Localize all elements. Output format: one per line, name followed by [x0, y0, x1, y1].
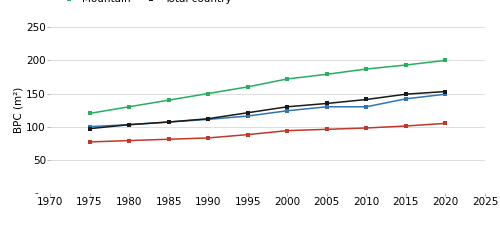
Mountain	[86, 112, 92, 115]
Touristic	[244, 133, 250, 136]
Littoral	[205, 118, 211, 121]
Touristic	[86, 141, 92, 143]
Legend: Touristic, Mountain, Littoral, Total country: Touristic, Mountain, Littoral, Total cou…	[60, 0, 232, 4]
Touristic	[442, 122, 448, 125]
Touristic	[324, 128, 330, 131]
Total country	[284, 105, 290, 108]
Line: Mountain: Mountain	[88, 58, 448, 116]
Mountain	[442, 59, 448, 62]
Littoral	[244, 115, 250, 117]
Mountain	[364, 68, 370, 70]
Y-axis label: BPC (m²): BPC (m²)	[14, 87, 24, 133]
Total country	[166, 121, 172, 123]
Line: Touristic: Touristic	[88, 121, 448, 144]
Touristic	[364, 127, 370, 129]
Total country	[324, 102, 330, 105]
Littoral	[166, 121, 172, 123]
Total country	[244, 111, 250, 114]
Littoral	[284, 109, 290, 112]
Total country	[364, 98, 370, 101]
Littoral	[126, 123, 132, 126]
Touristic	[126, 139, 132, 142]
Total country	[205, 117, 211, 120]
Line: Littoral: Littoral	[88, 92, 448, 129]
Mountain	[284, 78, 290, 80]
Mountain	[324, 73, 330, 76]
Mountain	[126, 105, 132, 108]
Mountain	[205, 92, 211, 95]
Littoral	[86, 125, 92, 128]
Mountain	[244, 86, 250, 88]
Mountain	[403, 64, 409, 66]
Littoral	[403, 97, 409, 100]
Total country	[126, 123, 132, 126]
Text: -: -	[34, 188, 38, 198]
Littoral	[324, 105, 330, 108]
Touristic	[284, 129, 290, 132]
Mountain	[166, 99, 172, 101]
Littoral	[442, 93, 448, 96]
Total country	[442, 90, 448, 93]
Touristic	[403, 125, 409, 127]
Total country	[86, 127, 92, 130]
Total country	[403, 93, 409, 96]
Touristic	[205, 137, 211, 139]
Line: Total country: Total country	[88, 89, 448, 131]
Littoral	[364, 105, 370, 108]
Touristic	[166, 138, 172, 141]
